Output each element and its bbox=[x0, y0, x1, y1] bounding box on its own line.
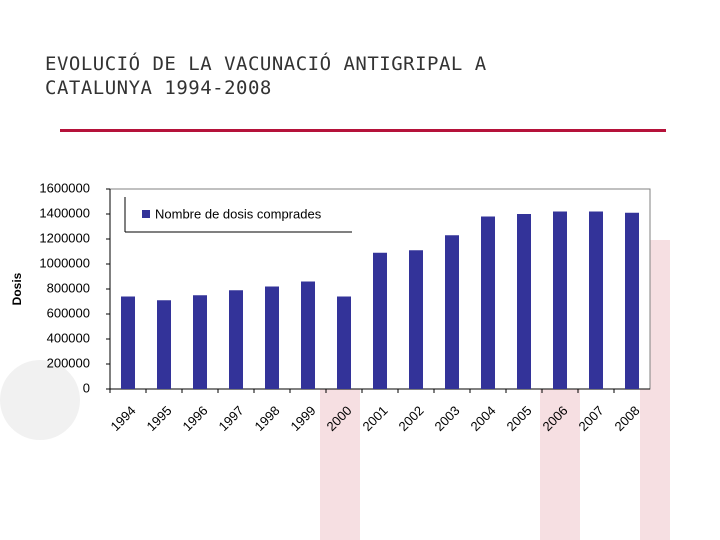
x-tick-label: 2003 bbox=[431, 403, 462, 434]
title-rule bbox=[60, 129, 666, 132]
bar bbox=[157, 300, 171, 389]
legend-swatch bbox=[142, 210, 150, 218]
y-tick-label: 1200000 bbox=[39, 230, 90, 245]
y-tick-label: 1600000 bbox=[39, 180, 90, 195]
y-tick-label: 1400000 bbox=[39, 205, 90, 220]
bar bbox=[193, 295, 207, 389]
bar bbox=[625, 212, 639, 389]
x-tick-label: 1995 bbox=[143, 403, 174, 434]
bar bbox=[409, 250, 423, 389]
bar bbox=[229, 290, 243, 389]
x-tick-label: 2007 bbox=[575, 403, 606, 434]
legend-label: Nombre de dosis comprades bbox=[155, 206, 322, 221]
x-tick-label: 1998 bbox=[251, 403, 282, 434]
y-tick-label: 1000000 bbox=[39, 255, 90, 270]
x-tick-label: 2000 bbox=[323, 403, 354, 434]
x-tick-label: 1994 bbox=[107, 403, 138, 434]
x-tick-label: 2008 bbox=[611, 403, 642, 434]
x-tick-label: 2002 bbox=[395, 403, 426, 434]
bar bbox=[265, 286, 279, 389]
x-tick-label: 1996 bbox=[179, 403, 210, 434]
x-tick-label: 2001 bbox=[359, 403, 390, 434]
bar bbox=[589, 211, 603, 389]
x-tick-label: 1999 bbox=[287, 403, 318, 434]
y-tick-label: 200000 bbox=[47, 355, 90, 370]
bar bbox=[553, 211, 567, 389]
x-tick-label: 1997 bbox=[215, 403, 246, 434]
y-axis-label: Dosis bbox=[10, 272, 24, 305]
x-tick-label: 2005 bbox=[503, 403, 534, 434]
bar bbox=[121, 296, 135, 389]
y-tick-label: 400000 bbox=[47, 330, 90, 345]
bar bbox=[301, 281, 315, 389]
bar bbox=[337, 296, 351, 389]
chart-title: EVOLUCIÓ DE LA VACUNACIÓ ANTIGRIPAL A CA… bbox=[45, 53, 487, 99]
x-tick-label: 2004 bbox=[467, 403, 498, 434]
y-tick-label: 800000 bbox=[47, 280, 90, 295]
y-tick-label: 600000 bbox=[47, 305, 90, 320]
bar bbox=[445, 235, 459, 389]
x-tick-label: 2006 bbox=[539, 403, 570, 434]
bar bbox=[481, 216, 495, 389]
y-tick-label: 0 bbox=[83, 380, 90, 395]
bar bbox=[373, 252, 387, 389]
bar bbox=[517, 214, 531, 389]
